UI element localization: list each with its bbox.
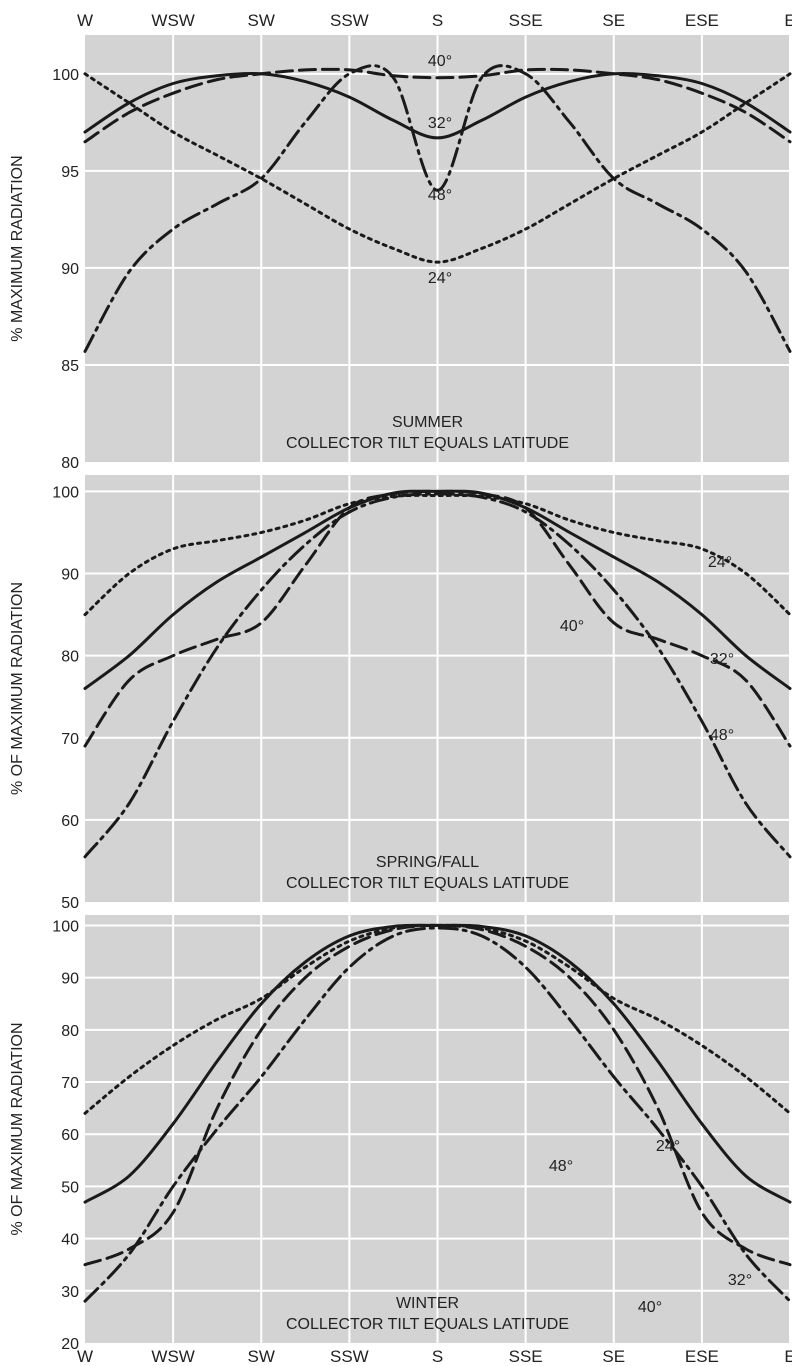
top-direction-label: SSW [330, 11, 369, 30]
series-line-40deg [83, 489, 792, 748]
bottom-direction-label: S [432, 1347, 443, 1366]
top-direction-label: SE [602, 11, 625, 30]
panel-title: SPRING/FALL [376, 854, 479, 871]
top-direction-label: ESE [685, 11, 719, 30]
series-line-40deg [83, 67, 792, 144]
bottom-direction-label: E [784, 1347, 792, 1366]
top-direction-label: E [784, 11, 792, 30]
y-tick-label: 70 [61, 731, 79, 748]
y-axis-label: % OF MAXIMUM RADIATION [9, 582, 26, 795]
bottom-direction-label: SSW [330, 1347, 369, 1366]
y-tick-label: 90 [61, 261, 79, 278]
top-direction-label: WSW [151, 11, 194, 30]
series-line-24deg [83, 72, 792, 264]
curve-annotation: 40° [428, 53, 452, 70]
curve-annotation: 32° [728, 1272, 752, 1289]
curve-annotation: 40° [638, 1299, 662, 1316]
curve-annotation: 32° [710, 651, 734, 668]
top-direction-label: S [432, 11, 443, 30]
panel-title: SUMMER [392, 414, 463, 431]
curve-annotation: 24° [656, 1138, 680, 1155]
panel-subtitle: COLLECTOR TILT EQUALS LATITUDE [286, 1316, 569, 1333]
chart-panel-3: 100 90 80 70 60 50 40 30 20 % OF MAXIMUM RADIATIO… [9, 915, 792, 1353]
series-line-48deg [83, 926, 792, 1303]
series-line-40deg [83, 923, 792, 1267]
chart-panel-2: 100 90 80 70 60 50 % OF MAXIMUM RADIATION 24° 40… [9, 475, 792, 912]
curve-annotation: 32° [428, 115, 452, 132]
y-tick-label: 50 [61, 895, 79, 912]
bottom-direction-label: SSE [509, 1347, 543, 1366]
y-tick-label: 60 [61, 813, 79, 830]
bottom-direction-label: W [77, 1347, 93, 1366]
y-tick-label: 80 [61, 649, 79, 666]
y-tick-label: 60 [61, 1127, 79, 1144]
y-axis-label: % OF MAXIMUM RADIATION [9, 1022, 26, 1235]
curve-annotation: 40° [560, 618, 584, 635]
top-direction-label: SW [248, 11, 275, 30]
y-tick-label: 90 [61, 971, 79, 988]
bottom-direction-label: SW [248, 1347, 275, 1366]
y-tick-label: 100 [52, 67, 79, 84]
y-tick-label: 90 [61, 567, 79, 584]
y-tick-label: 80 [61, 1023, 79, 1040]
top-direction-label: SSE [509, 11, 543, 30]
series-line-24deg [83, 493, 792, 617]
y-tick-label: 95 [61, 164, 79, 181]
y-tick-label: 30 [61, 1284, 79, 1301]
y-tick-label: 85 [61, 358, 79, 375]
curve-annotation: 48° [710, 727, 734, 744]
bottom-direction-label: WSW [151, 1347, 194, 1366]
top-direction-label: W [77, 11, 93, 30]
y-tick-label: 100 [52, 918, 79, 935]
chart-panel-1: 100 95 90 85 80 % MAXIMUM RADIATION 40° 32° 48° 2… [9, 35, 792, 472]
y-tick-label: 100 [52, 484, 79, 501]
series-line-48deg [83, 64, 792, 353]
y-tick-label: 50 [61, 1179, 79, 1196]
y-tick-label: 80 [61, 455, 79, 472]
series-line-32deg [83, 71, 792, 140]
y-tick-label: 40 [61, 1232, 79, 1249]
y-axis-label: % MAXIMUM RADIATION [9, 155, 26, 341]
y-tick-label: 70 [61, 1075, 79, 1092]
y-tick-label: 20 [61, 1336, 79, 1353]
curve-annotation: 48° [549, 1158, 573, 1175]
bottom-direction-label: ESE [685, 1347, 719, 1366]
curve-annotation: 24° [428, 270, 452, 287]
panel-subtitle: COLLECTOR TILT EQUALS LATITUDE [286, 435, 569, 452]
bottom-direction-label: SE [602, 1347, 625, 1366]
curve-annotation: 48° [428, 187, 452, 204]
panel-title: WINTER [396, 1295, 459, 1312]
panel-subtitle: COLLECTOR TILT EQUALS LATITUDE [286, 875, 569, 892]
series-line-48deg [83, 492, 792, 859]
curve-annotation: 24° [708, 554, 732, 571]
